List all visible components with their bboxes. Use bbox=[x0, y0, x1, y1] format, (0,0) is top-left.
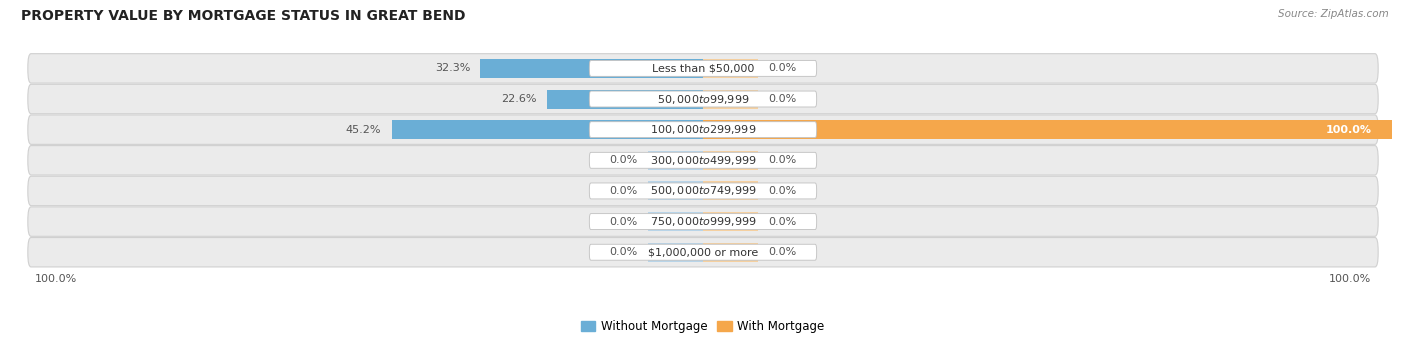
Text: 100.0%: 100.0% bbox=[1326, 125, 1371, 135]
Text: 100.0%: 100.0% bbox=[1329, 274, 1371, 284]
FancyBboxPatch shape bbox=[28, 238, 1378, 267]
Bar bbox=[703, 89, 758, 108]
FancyBboxPatch shape bbox=[28, 207, 1378, 236]
FancyBboxPatch shape bbox=[28, 176, 1378, 206]
FancyBboxPatch shape bbox=[589, 244, 817, 260]
Text: $50,000 to $99,999: $50,000 to $99,999 bbox=[657, 92, 749, 105]
Text: 0.0%: 0.0% bbox=[769, 63, 797, 73]
Text: $300,000 to $499,999: $300,000 to $499,999 bbox=[650, 154, 756, 167]
Text: 0.0%: 0.0% bbox=[769, 94, 797, 104]
Text: 0.0%: 0.0% bbox=[769, 247, 797, 257]
Text: 22.6%: 22.6% bbox=[502, 94, 537, 104]
Text: 0.0%: 0.0% bbox=[769, 186, 797, 196]
FancyBboxPatch shape bbox=[589, 122, 817, 138]
Bar bbox=[648, 243, 703, 262]
Text: 0.0%: 0.0% bbox=[609, 155, 637, 165]
FancyBboxPatch shape bbox=[589, 183, 817, 199]
Bar bbox=[703, 59, 758, 78]
FancyBboxPatch shape bbox=[28, 115, 1378, 144]
Text: 100.0%: 100.0% bbox=[35, 274, 77, 284]
Bar bbox=[703, 120, 1392, 139]
Bar bbox=[703, 212, 758, 231]
Text: $500,000 to $749,999: $500,000 to $749,999 bbox=[650, 184, 756, 198]
Text: 0.0%: 0.0% bbox=[609, 186, 637, 196]
Text: PROPERTY VALUE BY MORTGAGE STATUS IN GREAT BEND: PROPERTY VALUE BY MORTGAGE STATUS IN GRE… bbox=[21, 8, 465, 22]
FancyBboxPatch shape bbox=[589, 61, 817, 76]
Text: Less than $50,000: Less than $50,000 bbox=[652, 63, 754, 73]
Text: $100,000 to $299,999: $100,000 to $299,999 bbox=[650, 123, 756, 136]
Bar bbox=[703, 182, 758, 201]
Bar bbox=[648, 151, 703, 170]
Text: 32.3%: 32.3% bbox=[434, 63, 470, 73]
FancyBboxPatch shape bbox=[28, 146, 1378, 175]
Text: 45.2%: 45.2% bbox=[346, 125, 381, 135]
Bar bbox=[648, 182, 703, 201]
FancyBboxPatch shape bbox=[589, 214, 817, 230]
Text: $1,000,000 or more: $1,000,000 or more bbox=[648, 247, 758, 257]
Bar bbox=[648, 212, 703, 231]
Bar bbox=[703, 151, 758, 170]
FancyBboxPatch shape bbox=[28, 84, 1378, 114]
Text: 0.0%: 0.0% bbox=[769, 155, 797, 165]
FancyBboxPatch shape bbox=[589, 152, 817, 168]
Text: 0.0%: 0.0% bbox=[769, 217, 797, 226]
Bar bbox=[481, 59, 703, 78]
Legend: Without Mortgage, With Mortgage: Without Mortgage, With Mortgage bbox=[576, 315, 830, 338]
Text: $750,000 to $999,999: $750,000 to $999,999 bbox=[650, 215, 756, 228]
Text: 0.0%: 0.0% bbox=[609, 217, 637, 226]
Text: Source: ZipAtlas.com: Source: ZipAtlas.com bbox=[1278, 8, 1389, 19]
Text: 0.0%: 0.0% bbox=[609, 247, 637, 257]
FancyBboxPatch shape bbox=[28, 54, 1378, 83]
Bar bbox=[547, 89, 703, 108]
Bar bbox=[703, 243, 758, 262]
FancyBboxPatch shape bbox=[589, 91, 817, 107]
Bar bbox=[392, 120, 703, 139]
